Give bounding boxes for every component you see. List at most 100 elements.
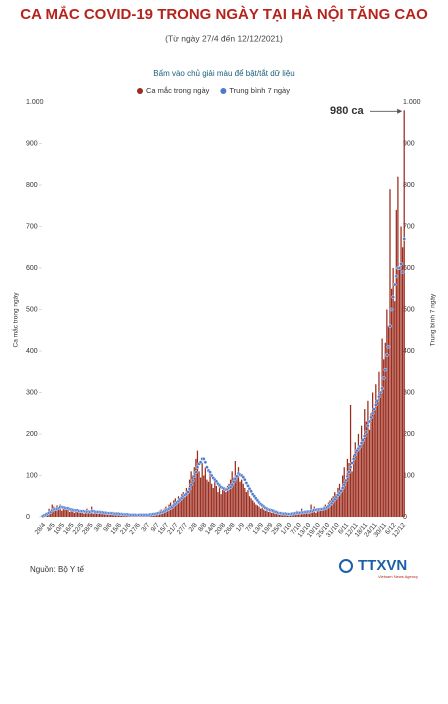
avg-dot <box>392 282 397 287</box>
avg-dot <box>374 403 378 407</box>
bar <box>360 425 363 517</box>
bar <box>376 400 379 517</box>
bar <box>89 512 91 517</box>
avg-dot <box>348 465 353 470</box>
bar <box>193 467 195 517</box>
bar <box>177 496 180 517</box>
avg-dot <box>350 461 354 465</box>
x-tick-label: 7/9 <box>244 522 255 534</box>
avg-dot <box>246 484 250 488</box>
bar <box>222 490 224 517</box>
avg-dot <box>359 441 364 445</box>
y2-tick-label: 400 <box>403 348 415 355</box>
bar <box>87 511 90 517</box>
bar <box>237 467 240 517</box>
avg-dot <box>394 274 399 279</box>
bar <box>367 400 369 517</box>
bar <box>76 509 79 517</box>
bar <box>229 479 232 517</box>
x-tick-label: 4/5 <box>46 522 57 534</box>
bar <box>233 477 235 517</box>
bar <box>54 509 57 517</box>
bar <box>261 507 263 517</box>
y-tick-label: 300 <box>26 389 38 396</box>
bar <box>354 442 356 517</box>
bar <box>353 454 355 517</box>
avg-dot <box>372 407 377 411</box>
bar <box>364 409 366 517</box>
bar <box>59 504 61 517</box>
bar <box>305 510 307 517</box>
bar <box>346 458 349 517</box>
bar <box>372 392 374 517</box>
bar <box>80 512 82 517</box>
legend-swatch <box>137 88 143 94</box>
chart-title: CA MẮC COVID-19 TRONG NGÀY TẠI HÀ NỘI TĂ… <box>20 5 428 23</box>
bar <box>370 413 372 517</box>
bar <box>61 510 63 517</box>
bar <box>72 508 74 517</box>
avg-dot <box>198 460 203 465</box>
bar <box>378 371 380 517</box>
bar <box>166 507 169 517</box>
avg-dot <box>189 482 193 487</box>
bar <box>259 508 262 517</box>
bar <box>403 110 405 518</box>
y2-tick-label: 800 <box>403 182 415 189</box>
bar <box>179 499 181 517</box>
x-tick-label: 3/6 <box>93 522 104 534</box>
bar <box>340 490 342 517</box>
bar <box>206 479 208 517</box>
bar <box>345 479 347 517</box>
bar <box>282 514 284 517</box>
x-tick-label: 9/6 <box>102 522 113 534</box>
x-tick-label: 8/8 <box>197 522 208 534</box>
avg-dot <box>192 474 197 479</box>
bar <box>272 512 274 517</box>
bar <box>84 512 87 517</box>
avg-dot <box>347 470 351 474</box>
avg-dot <box>386 345 391 349</box>
avg-dot <box>194 470 198 474</box>
avg-dot <box>377 394 381 399</box>
bar <box>357 434 360 517</box>
bar <box>302 512 304 517</box>
bar <box>343 467 345 517</box>
bar <box>285 514 287 517</box>
bar <box>236 475 238 517</box>
bar <box>321 509 323 517</box>
avg-dot <box>231 479 236 484</box>
bar <box>271 512 273 517</box>
bar <box>256 505 259 517</box>
avg-dot <box>342 482 347 487</box>
bar <box>348 463 350 517</box>
avg-dot <box>209 473 214 478</box>
avg-dot <box>361 438 365 443</box>
bar <box>258 506 260 517</box>
bar <box>226 485 229 517</box>
bar <box>198 471 200 517</box>
legend-label: Ca mắc trong ngày <box>146 86 210 95</box>
avg-dot <box>230 482 234 487</box>
bar <box>269 510 271 517</box>
bar <box>105 514 107 517</box>
bar <box>231 471 233 517</box>
avg-dot <box>233 477 238 481</box>
bar <box>324 504 326 517</box>
bar <box>307 512 309 517</box>
bar <box>220 494 222 517</box>
bar <box>250 498 252 517</box>
avg-dot <box>370 411 375 416</box>
bar <box>228 483 230 517</box>
bar <box>57 507 60 517</box>
avg-dot <box>344 478 348 483</box>
hint: Bấm vào chủ giải màu để bật/tắt dữ liệu <box>153 69 294 78</box>
bar <box>326 508 328 517</box>
bar <box>400 226 402 517</box>
avg-dot <box>366 423 370 428</box>
bar <box>171 505 173 517</box>
bar <box>266 508 268 517</box>
bar <box>103 513 105 517</box>
y2-tick-label: 700 <box>403 223 415 230</box>
avg-dot <box>339 489 343 493</box>
